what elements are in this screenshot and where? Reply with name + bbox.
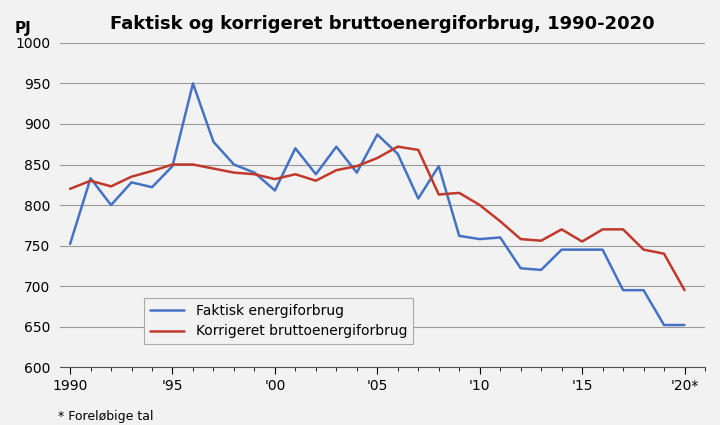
Faktisk energiforbrug: [353, 170, 361, 175]
Faktisk energiforbrug: [312, 172, 320, 177]
Faktisk energiforbrug: [148, 184, 156, 190]
Faktisk energiforbrug: [639, 288, 648, 293]
Faktisk energiforbrug: [332, 144, 341, 149]
Korrigeret bruttoenergiforbrug: [639, 247, 648, 252]
Faktisk energiforbrug: [516, 266, 525, 271]
Korrigeret bruttoenergiforbrug: [475, 202, 484, 207]
Korrigeret bruttoenergiforbrug: [312, 178, 320, 183]
Korrigeret bruttoenergiforbrug: [66, 186, 74, 191]
Faktisk energiforbrug: [577, 247, 586, 252]
Faktisk energiforbrug: [291, 146, 300, 151]
Faktisk energiforbrug: [189, 81, 197, 86]
Faktisk energiforbrug: [680, 323, 689, 328]
Korrigeret bruttoenergiforbrug: [168, 162, 177, 167]
Faktisk energiforbrug: [618, 288, 627, 293]
Korrigeret bruttoenergiforbrug: [148, 168, 156, 173]
Korrigeret bruttoenergiforbrug: [209, 166, 217, 171]
Faktisk energiforbrug: [557, 247, 566, 252]
Faktisk energiforbrug: [250, 170, 258, 175]
Faktisk energiforbrug: [455, 233, 464, 238]
Faktisk energiforbrug: [598, 247, 607, 252]
Korrigeret bruttoenergiforbrug: [393, 144, 402, 149]
Korrigeret bruttoenergiforbrug: [373, 156, 382, 161]
Faktisk energiforbrug: [66, 241, 74, 246]
Faktisk energiforbrug: [86, 176, 95, 181]
Korrigeret bruttoenergiforbrug: [291, 172, 300, 177]
Line: Faktisk energiforbrug: Faktisk energiforbrug: [70, 83, 685, 325]
Korrigeret bruttoenergiforbrug: [680, 288, 689, 293]
Korrigeret bruttoenergiforbrug: [414, 147, 423, 153]
Legend: Faktisk energiforbrug, Korrigeret bruttoenergiforbrug: Faktisk energiforbrug, Korrigeret brutto…: [144, 298, 413, 344]
Korrigeret bruttoenergiforbrug: [332, 167, 341, 173]
Korrigeret bruttoenergiforbrug: [557, 227, 566, 232]
Korrigeret bruttoenergiforbrug: [250, 172, 258, 177]
Korrigeret bruttoenergiforbrug: [353, 164, 361, 169]
Faktisk energiforbrug: [230, 162, 238, 167]
Faktisk energiforbrug: [107, 202, 115, 207]
Faktisk energiforbrug: [537, 267, 546, 272]
Korrigeret bruttoenergiforbrug: [660, 251, 668, 256]
Faktisk energiforbrug: [271, 188, 279, 193]
Faktisk energiforbrug: [209, 139, 217, 144]
Korrigeret bruttoenergiforbrug: [189, 162, 197, 167]
Faktisk energiforbrug: [475, 237, 484, 242]
Korrigeret bruttoenergiforbrug: [230, 170, 238, 175]
Text: * Foreløbige tal: * Foreløbige tal: [58, 410, 153, 423]
Korrigeret bruttoenergiforbrug: [434, 192, 443, 197]
Korrigeret bruttoenergiforbrug: [496, 219, 505, 224]
Korrigeret bruttoenergiforbrug: [271, 176, 279, 181]
Korrigeret bruttoenergiforbrug: [86, 178, 95, 183]
Faktisk energiforbrug: [660, 323, 668, 328]
Korrigeret bruttoenergiforbrug: [577, 239, 586, 244]
Faktisk energiforbrug: [393, 151, 402, 156]
Korrigeret bruttoenergiforbrug: [598, 227, 607, 232]
Faktisk energiforbrug: [414, 196, 423, 201]
Faktisk energiforbrug: [373, 132, 382, 137]
Korrigeret bruttoenergiforbrug: [537, 238, 546, 243]
Korrigeret bruttoenergiforbrug: [455, 190, 464, 196]
Faktisk energiforbrug: [168, 164, 177, 169]
Korrigeret bruttoenergiforbrug: [618, 227, 627, 232]
Faktisk energiforbrug: [127, 180, 136, 185]
Text: PJ: PJ: [14, 21, 32, 37]
Korrigeret bruttoenergiforbrug: [516, 237, 525, 242]
Korrigeret bruttoenergiforbrug: [107, 184, 115, 189]
Line: Korrigeret bruttoenergiforbrug: Korrigeret bruttoenergiforbrug: [70, 147, 685, 290]
Faktisk energiforbrug: [496, 235, 505, 240]
Title: Faktisk og korrigeret bruttoenergiforbrug, 1990-2020: Faktisk og korrigeret bruttoenergiforbru…: [110, 15, 654, 33]
Faktisk energiforbrug: [434, 164, 443, 169]
Korrigeret bruttoenergiforbrug: [127, 174, 136, 179]
